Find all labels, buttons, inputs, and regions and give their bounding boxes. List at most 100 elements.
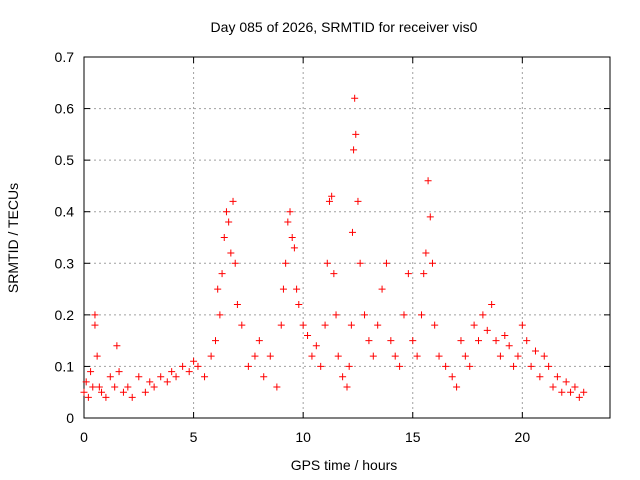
data-point bbox=[501, 331, 509, 339]
data-point bbox=[288, 234, 296, 241]
data-point bbox=[540, 352, 548, 360]
data-point bbox=[238, 321, 246, 329]
data-point bbox=[496, 352, 504, 360]
data-point bbox=[518, 321, 526, 329]
data-point bbox=[442, 362, 450, 370]
data-point bbox=[374, 321, 382, 329]
x-tick-label: 20 bbox=[515, 429, 531, 445]
data-point bbox=[348, 228, 356, 236]
data-point bbox=[290, 244, 298, 252]
data-point bbox=[435, 352, 443, 360]
y-tick-label: 0.5 bbox=[55, 152, 75, 168]
data-point bbox=[255, 337, 263, 345]
data-point bbox=[536, 373, 544, 381]
data-point bbox=[453, 383, 461, 391]
data-point bbox=[562, 378, 570, 386]
data-point bbox=[325, 197, 333, 205]
data-point bbox=[115, 368, 123, 376]
data-point bbox=[553, 373, 561, 381]
data-point bbox=[231, 259, 239, 267]
chart-title: Day 085 of 2026, SRMTID for receiver vis… bbox=[211, 19, 478, 35]
data-point bbox=[492, 337, 500, 345]
x-axis-title: GPS time / hours bbox=[291, 457, 398, 473]
y-tick-label: 0.4 bbox=[55, 204, 75, 220]
data-point bbox=[428, 259, 436, 267]
data-point bbox=[172, 373, 180, 381]
y-tick-label: 0.7 bbox=[55, 49, 75, 65]
data-point bbox=[365, 337, 373, 345]
data-point bbox=[286, 208, 294, 216]
data-point bbox=[350, 146, 358, 154]
data-point bbox=[185, 368, 193, 376]
data-point bbox=[273, 383, 281, 391]
data-point bbox=[91, 321, 99, 329]
y-tick-label: 0.3 bbox=[55, 255, 75, 271]
data-point bbox=[146, 378, 154, 386]
data-point bbox=[135, 373, 143, 381]
data-point bbox=[461, 352, 469, 360]
data-point bbox=[98, 388, 106, 396]
data-point bbox=[227, 249, 235, 257]
data-point bbox=[212, 337, 219, 345]
data-point bbox=[106, 373, 114, 381]
data-point bbox=[214, 285, 222, 293]
x-tick-label: 0 bbox=[80, 429, 88, 445]
data-point bbox=[413, 352, 421, 360]
data-point bbox=[282, 259, 290, 267]
data-point bbox=[128, 393, 136, 401]
data-point bbox=[93, 352, 101, 360]
y-tick-label: 0 bbox=[66, 410, 74, 426]
data-point bbox=[233, 301, 241, 309]
data-point bbox=[422, 249, 430, 257]
data-point bbox=[488, 301, 496, 309]
data-point bbox=[580, 388, 588, 396]
data-point bbox=[571, 383, 579, 391]
data-point bbox=[466, 362, 474, 370]
data-point bbox=[382, 259, 390, 267]
data-point bbox=[332, 311, 340, 319]
data-point bbox=[304, 331, 312, 339]
data-point bbox=[378, 285, 386, 293]
data-point bbox=[225, 218, 233, 226]
data-point bbox=[457, 337, 465, 345]
x-tick-label: 15 bbox=[405, 429, 421, 445]
data-point bbox=[510, 362, 518, 370]
data-point bbox=[345, 362, 353, 370]
data-point bbox=[431, 321, 439, 329]
data-point bbox=[194, 362, 202, 370]
data-point bbox=[356, 259, 364, 267]
data-point bbox=[284, 218, 292, 226]
x-tick-label: 10 bbox=[295, 429, 311, 445]
data-point bbox=[91, 311, 99, 319]
data-point bbox=[558, 388, 566, 396]
data-point bbox=[404, 270, 412, 278]
data-point bbox=[369, 352, 377, 360]
data-point bbox=[111, 383, 119, 391]
data-point bbox=[150, 383, 158, 391]
data-points bbox=[80, 94, 588, 401]
data-point bbox=[80, 388, 88, 396]
data-point bbox=[479, 311, 487, 319]
data-point bbox=[523, 337, 531, 345]
data-point bbox=[483, 326, 491, 334]
data-point bbox=[102, 393, 110, 401]
data-point bbox=[387, 337, 395, 345]
data-point bbox=[124, 383, 132, 391]
data-point bbox=[141, 388, 149, 396]
data-point bbox=[277, 321, 285, 329]
data-point bbox=[87, 368, 95, 376]
data-point bbox=[396, 362, 404, 370]
data-point bbox=[352, 130, 360, 138]
data-point bbox=[426, 213, 434, 221]
data-point bbox=[351, 94, 359, 102]
data-point bbox=[347, 321, 355, 329]
data-point bbox=[84, 393, 92, 401]
data-point bbox=[418, 311, 426, 319]
data-point bbox=[361, 311, 369, 319]
data-point bbox=[475, 337, 482, 345]
data-point bbox=[207, 352, 215, 360]
data-point bbox=[400, 311, 408, 319]
y-tick-label: 0.1 bbox=[55, 358, 75, 374]
data-point bbox=[222, 208, 230, 216]
x-tick-label: 5 bbox=[190, 429, 198, 445]
